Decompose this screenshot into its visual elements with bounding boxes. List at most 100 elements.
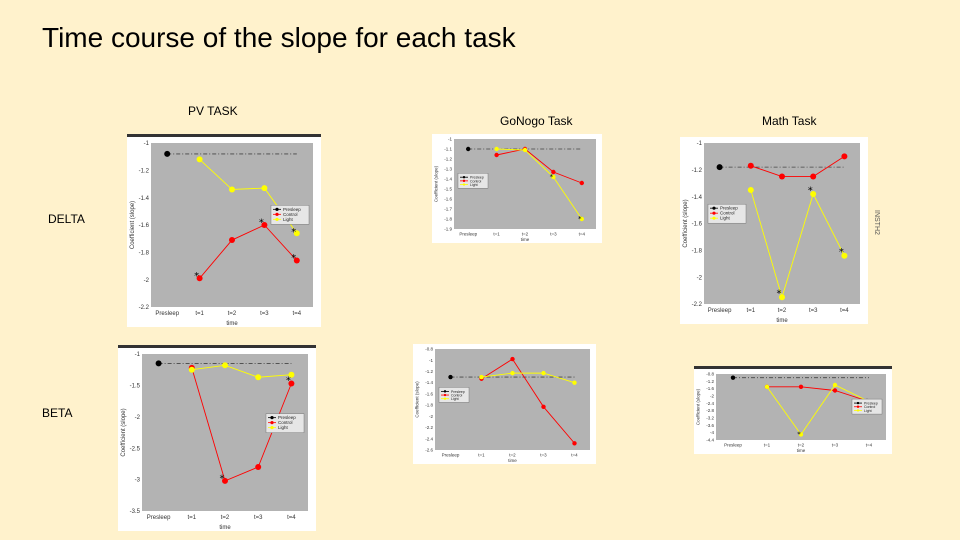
data-point-light <box>841 252 848 259</box>
data-point-light <box>522 147 528 153</box>
x-tick-label: t=4 <box>571 453 578 458</box>
significance-star: * <box>808 185 813 196</box>
y-tick-label: -4 <box>710 430 714 435</box>
data-point-light <box>494 146 499 152</box>
x-axis-label: time <box>797 448 806 453</box>
y-axis-label: Coefficient (slope) <box>696 388 701 425</box>
series-line-control <box>767 386 870 402</box>
y-tick-label: -2.8 <box>706 408 714 413</box>
data-point-control <box>222 477 228 484</box>
y-axis-label: Coefficient (slope) <box>434 165 439 202</box>
data-point-presleep <box>730 375 736 380</box>
legend-label: Light <box>278 425 289 430</box>
legend-swatch-dot <box>712 211 716 215</box>
data-point-control <box>196 275 203 282</box>
series-line-control <box>199 224 298 279</box>
y-tick-label: -1.2 <box>425 369 433 374</box>
x-tick-label: t=2 <box>221 515 230 521</box>
panel-top-bar <box>127 134 321 138</box>
chart-gonogo-delta-svg: -1.9 -1.8 -1.7 -1.6 -1.5 -1.4 -1.3 -1.2 -1.1 -1 Pr… <box>434 137 596 242</box>
data-point-light <box>479 374 484 380</box>
legend-label: Control <box>278 420 293 425</box>
legend-swatch-dot <box>462 179 466 183</box>
legend-swatch-dot <box>275 212 279 216</box>
y-tick-label: -2.4 <box>706 401 714 406</box>
x-tick-label: Presleep <box>155 311 179 317</box>
data-point-light <box>255 374 262 381</box>
y-tick-label: -1.2 <box>139 168 150 174</box>
data-point-control <box>494 152 499 158</box>
legend-swatch-dot <box>275 207 279 211</box>
data-point-control <box>747 162 754 169</box>
x-tick-label: t=4 <box>287 515 296 521</box>
significance-star: * <box>194 271 199 282</box>
legend-label: Light <box>470 183 478 187</box>
significance-star: * <box>286 376 291 387</box>
column-label-gonogo: GoNogo Task <box>500 114 573 128</box>
y-tick-label: -1.4 <box>425 380 433 385</box>
y-tick-label: -2 <box>144 278 150 284</box>
legend-swatch-dot <box>856 405 860 408</box>
y-tick-label: -3.6 <box>706 423 714 428</box>
x-axis-label: time <box>521 237 530 242</box>
x-tick-label: t=4 <box>579 232 586 237</box>
data-point-light <box>764 384 770 390</box>
y-tick-label: -1.6 <box>692 222 703 228</box>
y-tick-label: -1.6 <box>139 223 150 229</box>
data-point-presleep <box>466 146 471 152</box>
y-tick-label: -1 <box>144 141 150 147</box>
x-tick-label: t=1 <box>747 308 756 314</box>
panel-top-bar <box>118 345 316 349</box>
legend-label: Presleep <box>864 402 878 406</box>
panel-top-bar <box>694 366 892 370</box>
significance-star: * <box>777 289 782 300</box>
y-tick-label: -1.2 <box>706 379 714 384</box>
data-point-light <box>572 380 577 385</box>
legend-label: Presleep <box>283 207 301 212</box>
y-tick-label: -1.8 <box>425 403 433 408</box>
significance-star: * <box>839 247 844 258</box>
significance-star: * <box>291 253 296 264</box>
series-line-light <box>766 384 870 436</box>
legend-label: Presleep <box>470 176 484 180</box>
y-tick-label: -2 <box>697 275 703 281</box>
x-tick-label: t=3 <box>540 453 547 458</box>
plot-area <box>704 143 860 304</box>
legend-swatch-dot <box>712 216 716 220</box>
data-point-presleep <box>716 164 723 171</box>
legend-label: Presleep <box>451 390 465 394</box>
data-point-light <box>832 382 838 388</box>
significance-star: * <box>550 173 554 181</box>
legend-swatch-dot <box>712 206 716 210</box>
data-point-light <box>288 371 295 378</box>
y-tick-label: -1.4 <box>444 177 452 182</box>
chart-panel-gonogo-delta: -1.9 -1.8 -1.7 -1.6 -1.5 -1.4 -1.3 -1.2 -1.1 -1 Pr… <box>432 134 602 243</box>
x-tick-label: t=1 <box>493 232 500 237</box>
chart-panel-math-delta: -2.2 -2 -1.8 -1.6 -1.4 -1.2 -1 Presleep t=1 t=2 t=… <box>680 137 868 324</box>
y-tick-label: -1.6 <box>444 197 452 202</box>
y-tick-label: -1.8 <box>139 250 150 256</box>
x-tick-label: t=2 <box>778 308 787 314</box>
chart-panel-gonogo-beta: -2.6 -2.4 -2.2 -2 -1.8 -1.6 -1.4 -1.2 -1 -0.8 Pres… <box>413 344 596 464</box>
x-tick-label: t=4 <box>293 311 302 317</box>
side-note: INSTH2 <box>873 210 880 235</box>
y-tick-label: -1.4 <box>139 196 150 202</box>
data-point-control <box>579 180 584 186</box>
y-tick-label: -2.5 <box>130 446 141 452</box>
data-point-control <box>841 153 848 160</box>
y-tick-label: -1.2 <box>444 157 452 162</box>
series-line-light <box>191 364 292 378</box>
y-tick-label: -2.4 <box>425 436 433 441</box>
data-point-control <box>293 257 300 264</box>
legend-label: Light <box>283 217 294 222</box>
legend-swatch-dot <box>462 176 466 179</box>
legend-label: Presleep <box>278 415 296 420</box>
legend-label: Control <box>864 405 876 409</box>
data-point-light <box>810 190 817 197</box>
legend-swatch-dot <box>462 183 466 186</box>
x-tick-label: Presleep <box>459 232 477 237</box>
legend-label: Presleep <box>720 206 738 211</box>
x-tick-label: t=2 <box>798 443 805 448</box>
